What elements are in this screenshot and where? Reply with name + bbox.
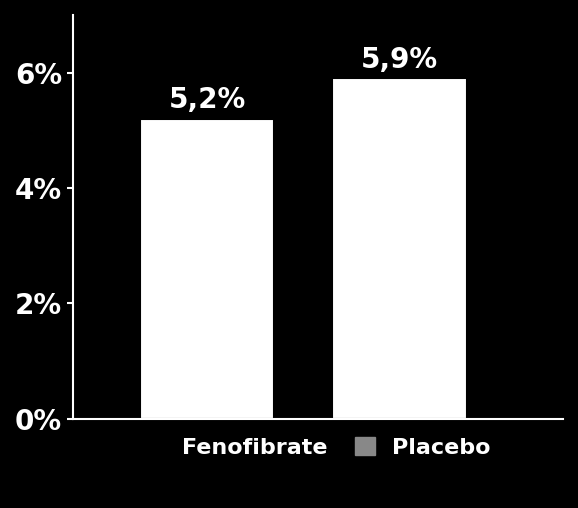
Bar (332, 78, 467, 419)
Bar (140, 119, 275, 419)
Legend: Fenofibrate, Placebo: Fenofibrate, Placebo (138, 430, 498, 464)
Text: 5,2%: 5,2% (169, 86, 246, 114)
Text: 5,9%: 5,9% (361, 46, 438, 74)
